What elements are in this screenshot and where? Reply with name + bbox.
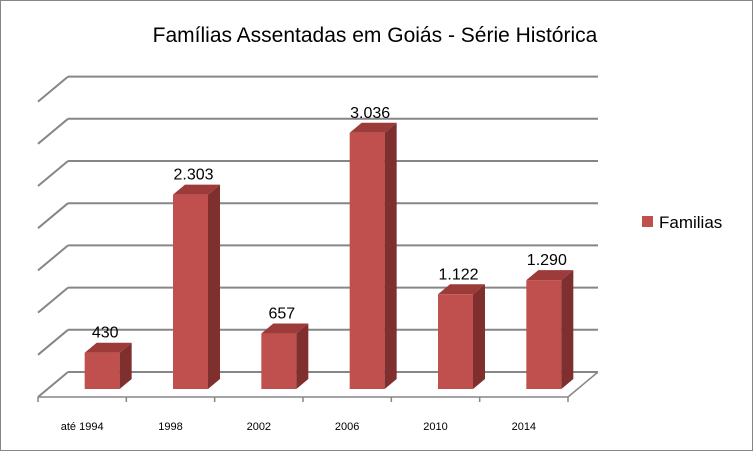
bar-top	[349, 122, 397, 133]
bar	[349, 122, 397, 389]
x-tick-label: 2010	[423, 421, 447, 433]
data-label: 430	[92, 325, 119, 342]
floor-edge	[567, 371, 599, 398]
x-tick-label: 2006	[335, 421, 359, 433]
bar	[438, 284, 485, 389]
bar-top	[173, 184, 220, 195]
x-tick-label: 1998	[158, 421, 182, 433]
x-tick-label: 2002	[247, 421, 271, 433]
gridline	[37, 160, 598, 187]
x-axis	[37, 396, 569, 402]
gridline	[37, 244, 598, 272]
bar-side	[208, 184, 220, 389]
bar-top	[84, 342, 132, 353]
bar	[84, 342, 132, 389]
gridlines	[37, 75, 599, 398]
data-labels: 430 2.303 657 3.036 1.122 1.290	[92, 105, 567, 342]
data-label: 2.303	[173, 167, 213, 184]
gridline	[37, 286, 598, 314]
bar-top	[261, 323, 309, 334]
data-label: 1.122	[438, 266, 478, 283]
bar-top	[438, 284, 485, 295]
bar-front	[526, 280, 562, 389]
data-label: 657	[268, 306, 295, 323]
gridline	[37, 328, 598, 356]
x-tick-label: até 1994	[61, 421, 104, 433]
bar-side	[561, 270, 574, 389]
bar-front	[261, 333, 297, 389]
bar-top	[526, 270, 574, 281]
chart-title: Famílias Assentadas em Goiás - Série His…	[153, 24, 598, 47]
gridline	[37, 371, 598, 398]
legend: Familias	[642, 213, 722, 232]
bar	[261, 323, 309, 389]
bar-front	[84, 352, 120, 389]
x-tick-labels: até 1994 1998 2002 2006 2010 2014	[61, 421, 536, 433]
data-label: 1.290	[527, 252, 567, 269]
bar	[526, 270, 574, 389]
legend-label: Familias	[659, 213, 722, 232]
bar-side	[296, 323, 309, 389]
gridline	[37, 117, 598, 145]
gridline	[37, 202, 598, 229]
bar-side	[119, 342, 132, 389]
x-tick-label: 2014	[512, 421, 536, 433]
bar-front	[349, 132, 385, 389]
bar-front	[438, 294, 473, 389]
bar	[173, 184, 220, 389]
bar-side	[384, 122, 397, 389]
gridline	[37, 75, 598, 103]
legend-swatch	[642, 216, 653, 227]
bar-front	[173, 194, 208, 389]
bar-side	[473, 284, 485, 389]
bars	[84, 122, 574, 389]
data-label: 3.036	[350, 105, 390, 122]
